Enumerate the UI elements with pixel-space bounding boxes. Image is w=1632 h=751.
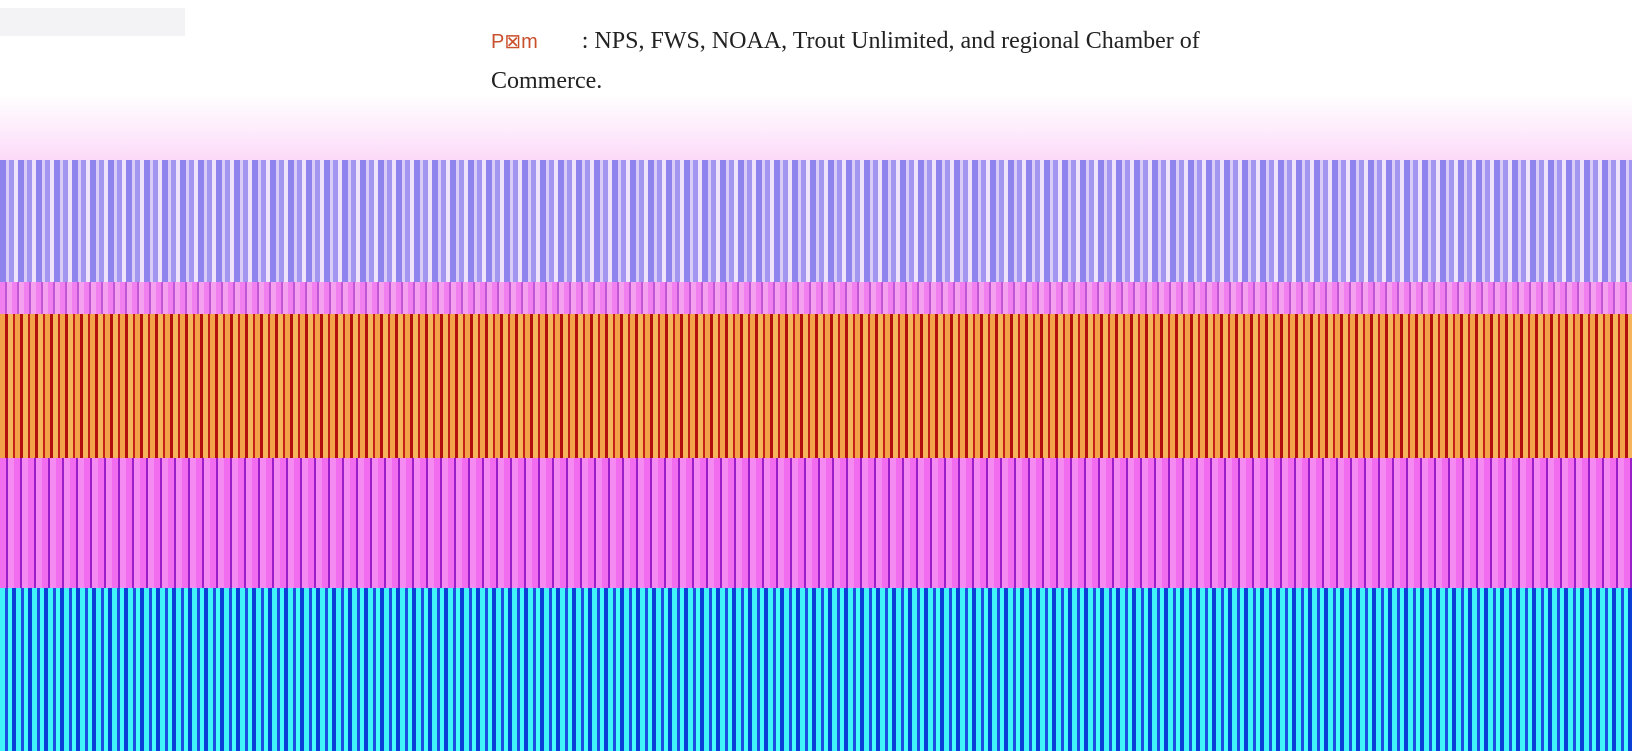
screen: P⊠m: NPS, FWS, NOAA, Trout Unlimited, an… <box>0 0 1632 751</box>
glitch-band <box>0 588 1632 751</box>
label: P⊠m <box>491 31 538 53</box>
corner-panel <box>0 8 185 36</box>
glitch-band <box>0 458 1632 588</box>
paragraph: P⊠m: NPS, FWS, NOAA, Trout Unlimited, an… <box>491 22 1311 101</box>
glitch-band <box>0 314 1632 458</box>
text: : NPS, FWS, NOAA, Trout Unlimited, and r… <box>491 28 1200 94</box>
glitch-band <box>0 160 1632 291</box>
